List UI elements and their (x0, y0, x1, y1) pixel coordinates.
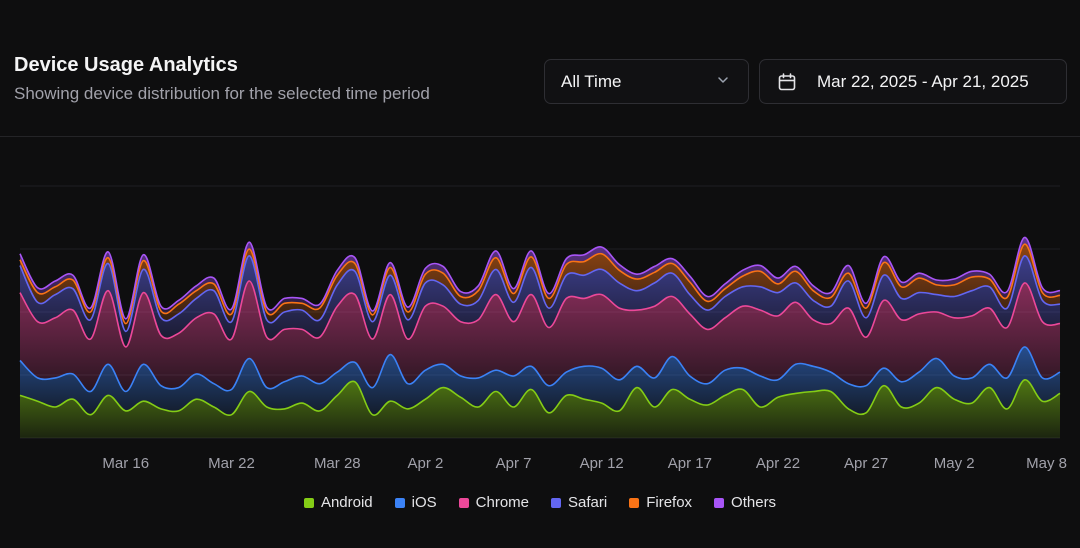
legend-label: Safari (568, 494, 608, 511)
x-tick-label: Apr 27 (844, 455, 888, 472)
x-tick-label: Mar 28 (314, 455, 361, 472)
legend-item-firefox: Firefox (629, 494, 692, 511)
line-chrome (19, 280, 1061, 348)
legend-label: Firefox (646, 494, 693, 511)
x-tick-label: Apr 12 (580, 455, 624, 472)
legend-swatch (714, 497, 725, 508)
x-tick-label: Apr 7 (496, 455, 532, 472)
stacked-area-chart: Mar 16 Mar 22 Mar 28 Apr 2 Apr 7 Apr 12 Apr 17… (19, 185, 1067, 472)
legend-label: Chrome (475, 494, 530, 511)
x-tick-label: Apr 2 (407, 455, 443, 472)
date-range-text: Mar 22, 2025 - Apr 21, 2025 (817, 72, 1029, 91)
chart-legend: Android iOS Chrome Safari Firefox Others (0, 494, 1080, 511)
legend-swatch (303, 497, 314, 508)
series-lines (19, 236, 1061, 417)
legend-label: iOS (411, 494, 437, 511)
legend-label: Others (731, 494, 777, 511)
legend-item-android: Android (303, 494, 373, 511)
x-tick-label: Apr 17 (668, 455, 712, 472)
x-axis-ticks: Mar 16 Mar 22 Mar 28 Apr 2 Apr 7 Apr 12 Apr 17… (102, 455, 1067, 472)
calendar-icon (778, 73, 796, 91)
page-title: Device Usage Analytics (14, 54, 238, 76)
time-range-value: All Time (561, 71, 622, 91)
line-android (19, 379, 1061, 417)
legend-item-chrome: Chrome (458, 494, 530, 511)
x-tick-label: May 2 (934, 455, 975, 472)
page-subtitle: Showing device distribution for the sele… (14, 84, 430, 103)
legend-swatch (394, 497, 405, 508)
area-chrome (20, 280, 1060, 392)
x-tick-label: Apr 22 (756, 455, 800, 472)
time-range-select[interactable]: All Time (544, 59, 749, 104)
area-firefox (20, 244, 1060, 332)
legend-swatch (458, 497, 469, 508)
card-header: Device Usage Analytics Showing device di… (0, 0, 1080, 137)
legend-item-ios: iOS (394, 494, 437, 511)
line-others (19, 236, 1061, 320)
date-range-picker[interactable]: Mar 22, 2025 - Apr 21, 2025 (759, 59, 1067, 104)
legend-swatch (629, 497, 640, 508)
line-safari (19, 254, 1061, 333)
x-tick-label: May 8 (1026, 455, 1067, 472)
legend-item-safari: Safari (551, 494, 607, 511)
legend-item-others: Others (714, 494, 776, 511)
x-tick-label: Mar 22 (208, 455, 255, 472)
chevron-down-icon (718, 77, 728, 83)
line-ios (19, 346, 1061, 393)
area-android (20, 379, 1060, 438)
legend-swatch (551, 497, 562, 508)
line-firefox (19, 243, 1061, 325)
legend-label: Android (320, 494, 373, 511)
area-safari (20, 255, 1060, 347)
x-tick-label: Mar 16 (102, 455, 149, 472)
